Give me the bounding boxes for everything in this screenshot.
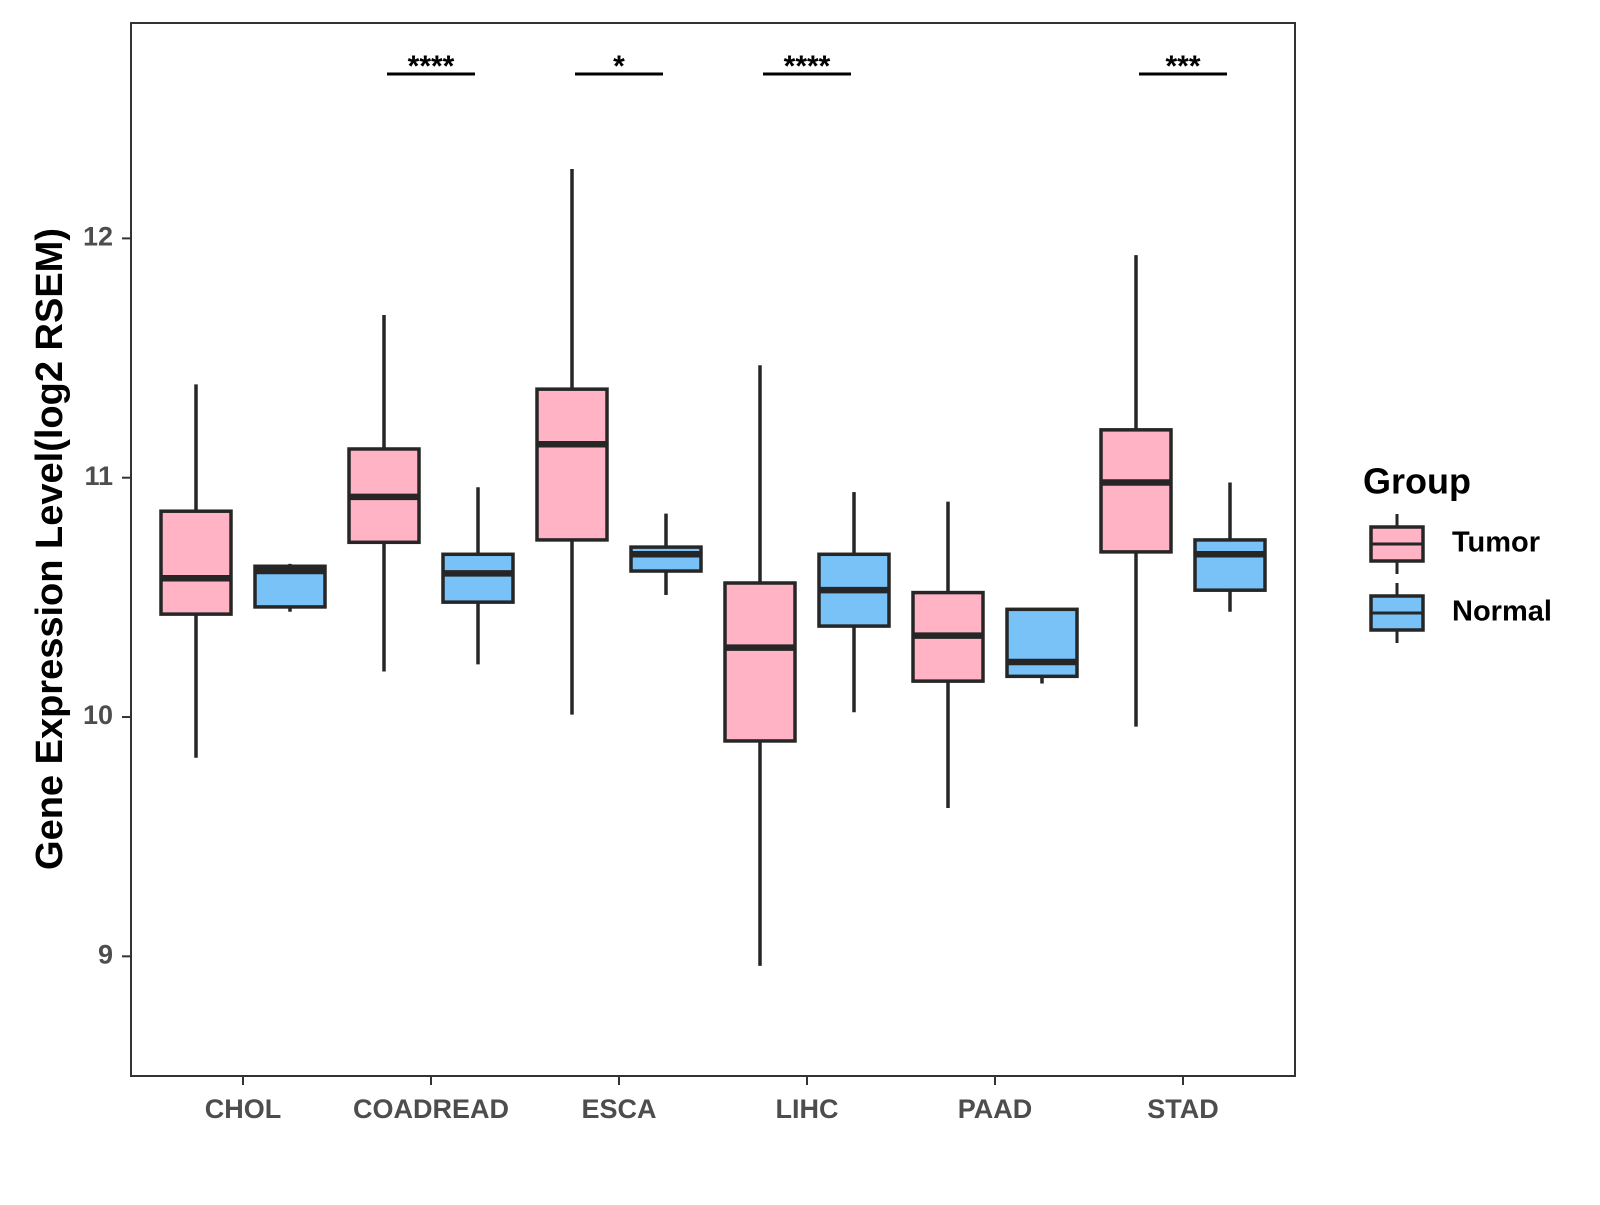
box-group-normal-coadread bbox=[441, 487, 515, 665]
y-tick-label-11: 11 bbox=[84, 461, 113, 491]
x-tick-label-coadread: COADREAD bbox=[353, 1094, 509, 1124]
normal-stad-box bbox=[1193, 538, 1267, 592]
box-group-normal-esca bbox=[629, 513, 703, 595]
significance-stad: *** bbox=[1139, 50, 1227, 83]
x-tick-label-stad: STAD bbox=[1147, 1094, 1219, 1124]
y-tick-label-12: 12 bbox=[83, 222, 113, 252]
box-group-tumor-coadread bbox=[347, 314, 421, 672]
y-axis-title: Gene Expression Level(log2 RSEM) bbox=[29, 228, 71, 870]
box-group-normal-stad bbox=[1193, 482, 1267, 612]
box-group-tumor-lihc bbox=[723, 365, 797, 966]
tumor-stad-box bbox=[1099, 428, 1173, 554]
normal-esca-box bbox=[629, 545, 703, 573]
tumor-chol-box bbox=[159, 509, 233, 616]
box-group-tumor-chol bbox=[159, 384, 233, 758]
legend-key-tumor bbox=[1369, 514, 1425, 574]
legend-label-tumor: Tumor bbox=[1452, 527, 1540, 559]
x-tick-label-lihc: LIHC bbox=[776, 1094, 839, 1124]
box-group-tumor-esca bbox=[535, 168, 609, 715]
normal-paad-box bbox=[1005, 607, 1079, 679]
plot-layer bbox=[159, 168, 1267, 966]
tumor-esca-box bbox=[535, 387, 609, 542]
axis-layer: 9 10 11 12 CHOL COADREAD ESCA LIHC PAAD STAD bbox=[83, 222, 1219, 1125]
significance-esca: * bbox=[575, 50, 663, 83]
box-group-normal-paad bbox=[1005, 607, 1079, 684]
y-tick-label-9: 9 bbox=[98, 939, 113, 969]
legend-key-normal bbox=[1369, 583, 1425, 643]
legend: Group Tumor Normal bbox=[1363, 461, 1552, 643]
significance-lihc: **** bbox=[763, 50, 851, 83]
legend-title: Group bbox=[1363, 461, 1471, 502]
x-tick-label-chol: CHOL bbox=[205, 1094, 282, 1124]
box-group-tumor-paad bbox=[911, 501, 985, 808]
significance-label-coadread: **** bbox=[408, 50, 455, 83]
box-group-normal-chol bbox=[253, 563, 327, 612]
tumor-lihc-box bbox=[723, 581, 797, 743]
x-tick-label-paad: PAAD bbox=[958, 1094, 1033, 1124]
significance-label-lihc: **** bbox=[784, 50, 831, 83]
box-group-tumor-stad bbox=[1099, 255, 1173, 727]
legend-label-normal: Normal bbox=[1452, 596, 1552, 628]
significance-coadread: **** bbox=[387, 50, 475, 83]
box-group-normal-lihc bbox=[817, 492, 891, 713]
significance-label-stad: *** bbox=[1165, 50, 1200, 83]
legend-entry-tumor: Tumor bbox=[1369, 514, 1540, 574]
annotation-layer: **** * **** *** bbox=[387, 50, 1227, 83]
legend-entry-normal: Normal bbox=[1369, 583, 1552, 643]
normal-coadread-box bbox=[441, 552, 515, 604]
x-tick-label-esca: ESCA bbox=[581, 1094, 656, 1124]
y-tick-label-10: 10 bbox=[83, 700, 113, 730]
significance-label-esca: * bbox=[613, 50, 625, 83]
